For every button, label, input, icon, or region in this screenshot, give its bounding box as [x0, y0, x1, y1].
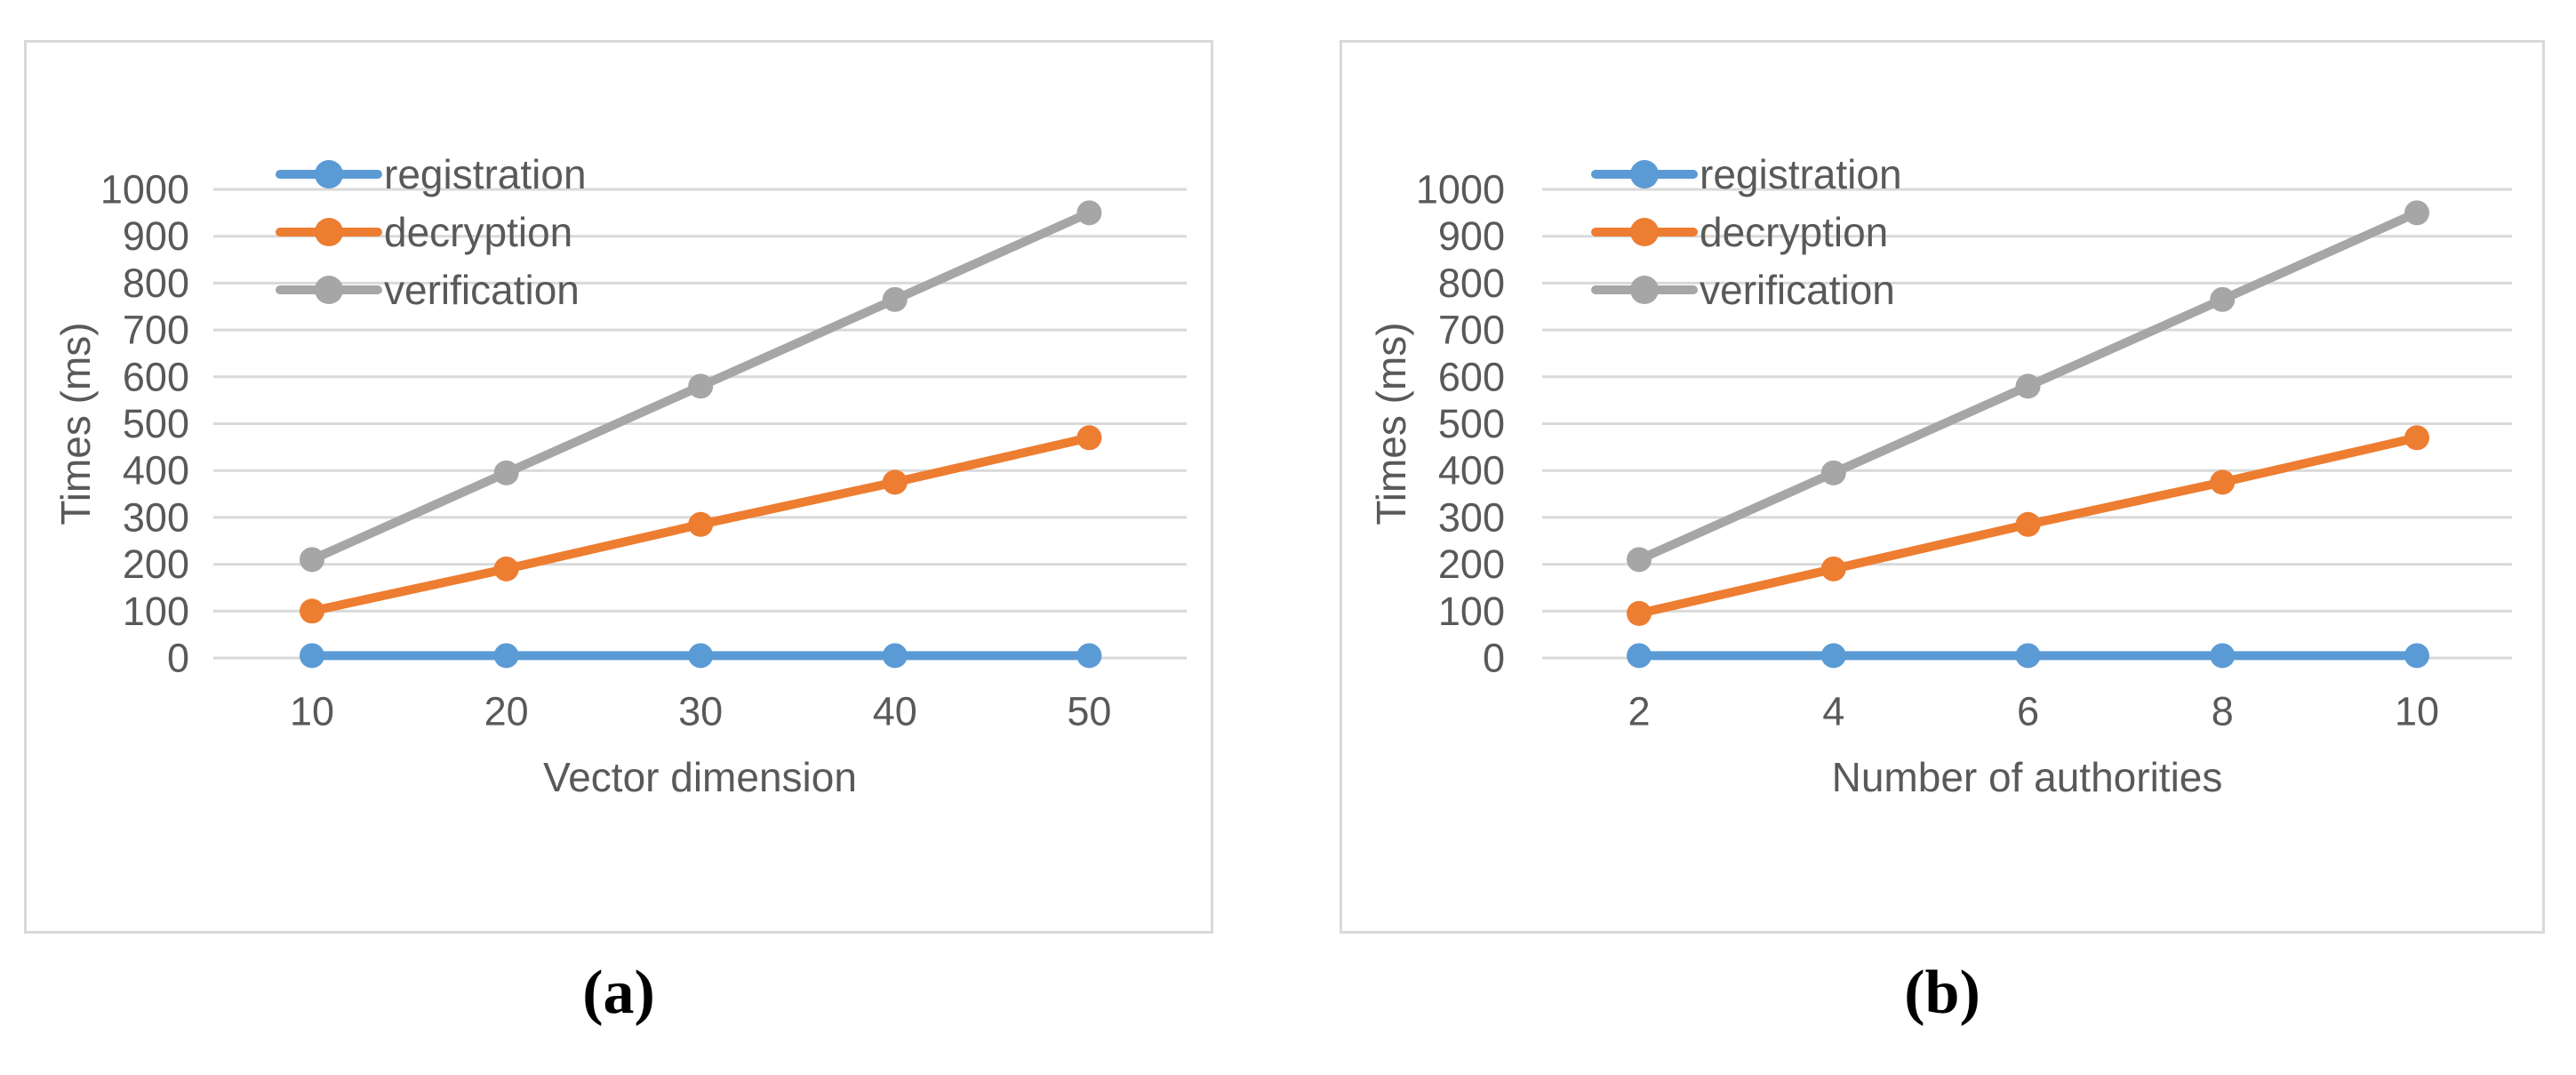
y-tick-label: 600 [123, 354, 189, 399]
y-tick-label: 400 [123, 448, 189, 493]
marker-registration [300, 643, 324, 669]
legend-marker [1630, 218, 1659, 246]
marker-registration [1627, 643, 1652, 669]
x-axis-title: Number of authorities [1832, 754, 2223, 800]
x-tick-label: 6 [2017, 689, 2039, 734]
x-tick-label: 10 [2395, 689, 2439, 734]
legend-label: verification [1700, 267, 1895, 313]
x-tick-label: 50 [1067, 689, 1111, 734]
legend-marker [1630, 160, 1659, 189]
y-tick-label: 100 [1438, 589, 1505, 634]
legend-label: decryption [1700, 209, 1888, 255]
legend-label: registration [1700, 151, 1902, 197]
legend-item-decryption: decryption [276, 209, 572, 255]
marker-decryption [1076, 425, 1102, 451]
y-tick-label: 900 [1438, 213, 1505, 259]
marker-registration [1820, 643, 1846, 669]
legend-marker [315, 218, 343, 246]
y-tick-label: 500 [1438, 401, 1505, 446]
legend-label: decryption [384, 209, 572, 255]
chart-panel-a: 0 100 200 300 400 500 600 700 800 900 1000 10 20 30 40… [24, 40, 1213, 934]
y-tick-label: 1000 [100, 167, 189, 213]
legend-item-registration: registration [1591, 151, 1902, 197]
y-tick-label: 100 [123, 589, 189, 634]
marker-registration [882, 643, 908, 669]
marker-decryption [1820, 556, 1846, 582]
marker-verification [2404, 200, 2429, 226]
y-tick-label: 500 [123, 401, 189, 446]
marker-verification [688, 373, 714, 399]
legend-marker [315, 160, 343, 189]
marker-decryption [1627, 600, 1652, 626]
x-tick-label: 2 [1628, 689, 1650, 734]
marker-registration [1076, 643, 1102, 669]
marker-decryption [2015, 511, 2041, 537]
y-tick-label: 1000 [1416, 167, 1505, 213]
marker-verification [2210, 286, 2236, 312]
legend-label: registration [384, 151, 587, 197]
legend-marker [315, 276, 343, 304]
y-tick-label: 900 [123, 213, 189, 259]
y-axis-title: Times (ms) [1368, 322, 1414, 525]
y-tick-label: 800 [1438, 261, 1505, 306]
y-tick-label: 0 [167, 636, 189, 681]
legend-marker [1630, 276, 1659, 304]
marker-registration [2210, 643, 2236, 669]
marker-registration [2015, 643, 2041, 669]
y-tick-label: 0 [1483, 636, 1505, 681]
marker-verification [493, 460, 519, 485]
marker-decryption [493, 556, 519, 582]
chart-panel-b: 0 100 200 300 400 500 600 700 800 900 1000 2 4 6 8 10 Nu… [1340, 40, 2545, 934]
y-tick-label: 300 [123, 494, 189, 540]
legend-item-verification: verification [1591, 267, 1895, 313]
y-tick-label: 700 [1438, 308, 1505, 353]
marker-registration [688, 643, 714, 669]
marker-verification [2015, 373, 2041, 399]
y-tick-label: 200 [1438, 542, 1505, 587]
legend-item-decryption: decryption [1591, 209, 1888, 255]
legend-item-verification: verification [276, 267, 580, 313]
marker-registration [493, 643, 519, 669]
caption-b: (b) [1904, 959, 1980, 1027]
marker-verification [1627, 547, 1652, 573]
y-tick-label: 400 [1438, 448, 1505, 493]
marker-verification [882, 286, 908, 312]
caption-a: (a) [582, 959, 655, 1027]
marker-decryption [688, 511, 714, 537]
marker-registration [2404, 643, 2429, 669]
y-tick-label: 300 [1438, 494, 1505, 540]
x-tick-label: 10 [290, 689, 334, 734]
x-tick-label: 30 [678, 689, 723, 734]
y-axis-title: Times (ms) [52, 322, 99, 525]
legend-item-registration: registration [276, 151, 587, 197]
marker-decryption [2404, 425, 2429, 451]
x-axis-title: Vector dimension [543, 754, 857, 800]
y-tick-label: 200 [123, 542, 189, 587]
y-tick-label: 800 [123, 261, 189, 306]
x-tick-label: 4 [1822, 689, 1844, 734]
marker-verification [1076, 200, 1102, 226]
x-tick-label: 40 [873, 689, 917, 734]
x-tick-label: 20 [484, 689, 529, 734]
marker-decryption [300, 598, 324, 624]
marker-decryption [882, 469, 908, 495]
legend-label: verification [384, 267, 580, 313]
y-tick-label: 700 [123, 308, 189, 353]
y-tick-label: 600 [1438, 354, 1505, 399]
marker-verification [1820, 460, 1846, 485]
x-tick-label: 8 [2212, 689, 2234, 734]
marker-decryption [2210, 469, 2236, 495]
marker-verification [300, 547, 324, 573]
